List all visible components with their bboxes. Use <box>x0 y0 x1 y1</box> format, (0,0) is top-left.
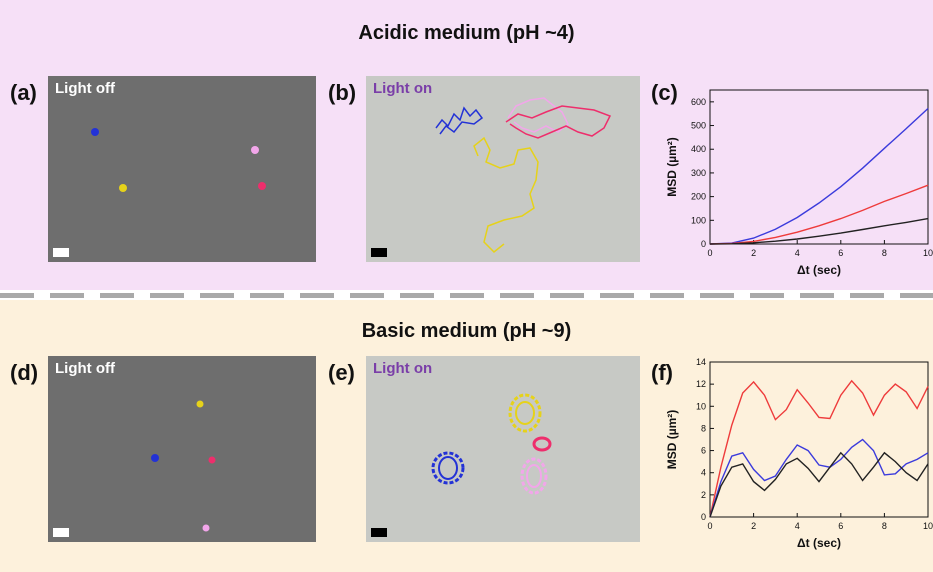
x-tick-label: 0 <box>707 521 712 531</box>
trajectory-pink-inner <box>526 464 542 488</box>
scale-bar-d <box>53 528 69 537</box>
trajectory-red <box>505 105 612 139</box>
plot-frame <box>709 361 929 518</box>
series-line-1 <box>709 438 929 518</box>
x-tick-label: 6 <box>838 521 843 531</box>
x-tick-label: 0 <box>707 248 712 258</box>
plot-frame <box>709 89 929 245</box>
light-on-label-e: Light on <box>373 360 433 377</box>
micrograph-a: Light off <box>48 76 316 262</box>
x-tick-label: 4 <box>795 248 800 258</box>
x-axis-label-f: Δt (sec) <box>797 536 841 550</box>
x-tick-label: 2 <box>751 248 756 258</box>
trajectories-e <box>431 393 552 495</box>
y-tick-label: 6 <box>701 446 706 456</box>
light-off-label-d: Light off <box>55 360 115 377</box>
y-axis-label-f: MSD (µm²) <box>665 410 679 470</box>
series-line-2 <box>709 451 929 518</box>
series-line-1 <box>709 184 929 245</box>
trajectory-yellow <box>473 136 539 254</box>
micrograph-d: Light off <box>48 356 316 542</box>
y-tick-label: 14 <box>696 357 706 367</box>
trajectory-blue <box>435 106 484 135</box>
acidic-section-title: Acidic medium (pH ~4) <box>358 22 575 44</box>
basic-section-title: Basic medium (pH ~9) <box>361 320 572 342</box>
panel-label-c: (c) <box>651 80 678 105</box>
scale-bar-e <box>371 528 387 537</box>
trajectory-yellow <box>508 393 542 433</box>
light-on-label-b: Light on <box>373 80 433 97</box>
particle-red <box>208 456 216 464</box>
y-tick-label: 500 <box>691 121 706 131</box>
x-tick-label: 8 <box>882 521 887 531</box>
panel-label-b: (b) <box>328 80 357 105</box>
panel-label-a: (a) <box>10 80 37 105</box>
particle-blue <box>91 128 99 136</box>
panel-label-d: (d) <box>10 360 39 385</box>
trajectory-pink <box>507 97 569 133</box>
micrograph-e: Light on <box>366 356 640 542</box>
y-tick-label: 300 <box>691 168 706 178</box>
chart-c: 0 2 4 6 8 10 0 100 200 300 400 500 600 Δt (sec) MSD … <box>660 84 933 284</box>
x-tick-label: 10 <box>923 248 933 258</box>
particle-yellow <box>119 184 127 192</box>
x-tick-label: 8 <box>882 248 887 258</box>
series-line-2 <box>709 217 929 245</box>
y-tick-label: 0 <box>701 239 706 249</box>
x-tick-label: 6 <box>838 248 843 258</box>
msd-chart-basic: 0 2 4 6 8 10 0 2 4 6 8 10 12 14 Δt (sec) MSD (µm²) <box>665 357 933 550</box>
particle-markers-a <box>91 128 266 192</box>
series-line-0 <box>709 107 929 245</box>
y-tick-label: 12 <box>696 379 706 389</box>
scale-bar-a <box>53 248 69 257</box>
x-tick-label: 10 <box>923 521 933 531</box>
y-tick-label: 10 <box>696 401 706 411</box>
particle-blue <box>151 454 159 462</box>
trajectory-red <box>532 436 552 452</box>
series-line-0 <box>709 379 929 518</box>
x-tick-label: 2 <box>751 521 756 531</box>
y-tick-label: 4 <box>701 468 706 478</box>
scale-bar-b <box>371 248 387 257</box>
trajectory-blue-inner <box>438 456 458 480</box>
y-tick-label: 0 <box>701 512 706 522</box>
y-tick-label: 2 <box>701 490 706 500</box>
particle-pink <box>202 524 210 532</box>
x-axis-label-c: Δt (sec) <box>797 263 841 277</box>
y-tick-label: 600 <box>691 97 706 107</box>
micrograph-b: Light on <box>366 76 640 262</box>
particle-yellow <box>196 400 204 408</box>
particle-pink <box>251 146 259 154</box>
particle-markers-d <box>151 400 216 532</box>
particle-red <box>258 182 266 190</box>
panel-label-f: (f) <box>651 360 673 385</box>
section-divider <box>0 293 933 298</box>
y-tick-label: 400 <box>691 144 706 154</box>
y-axis-label-c: MSD (µm²) <box>665 137 679 197</box>
trajectory-pink <box>520 457 548 495</box>
trajectory-blue <box>431 451 465 485</box>
trajectories-b <box>435 97 612 254</box>
trajectory-yellow-inner <box>515 401 535 425</box>
panel-label-e: (e) <box>328 360 355 385</box>
light-off-label-a: Light off <box>55 80 115 97</box>
y-tick-label: 200 <box>691 192 706 202</box>
y-tick-label: 100 <box>691 215 706 225</box>
chart-f: 0 2 4 6 8 10 0 2 4 6 8 10 12 14 Δt (sec) MSD (µm²) <box>660 356 933 560</box>
x-tick-label: 4 <box>795 521 800 531</box>
y-tick-label: 8 <box>701 423 706 433</box>
